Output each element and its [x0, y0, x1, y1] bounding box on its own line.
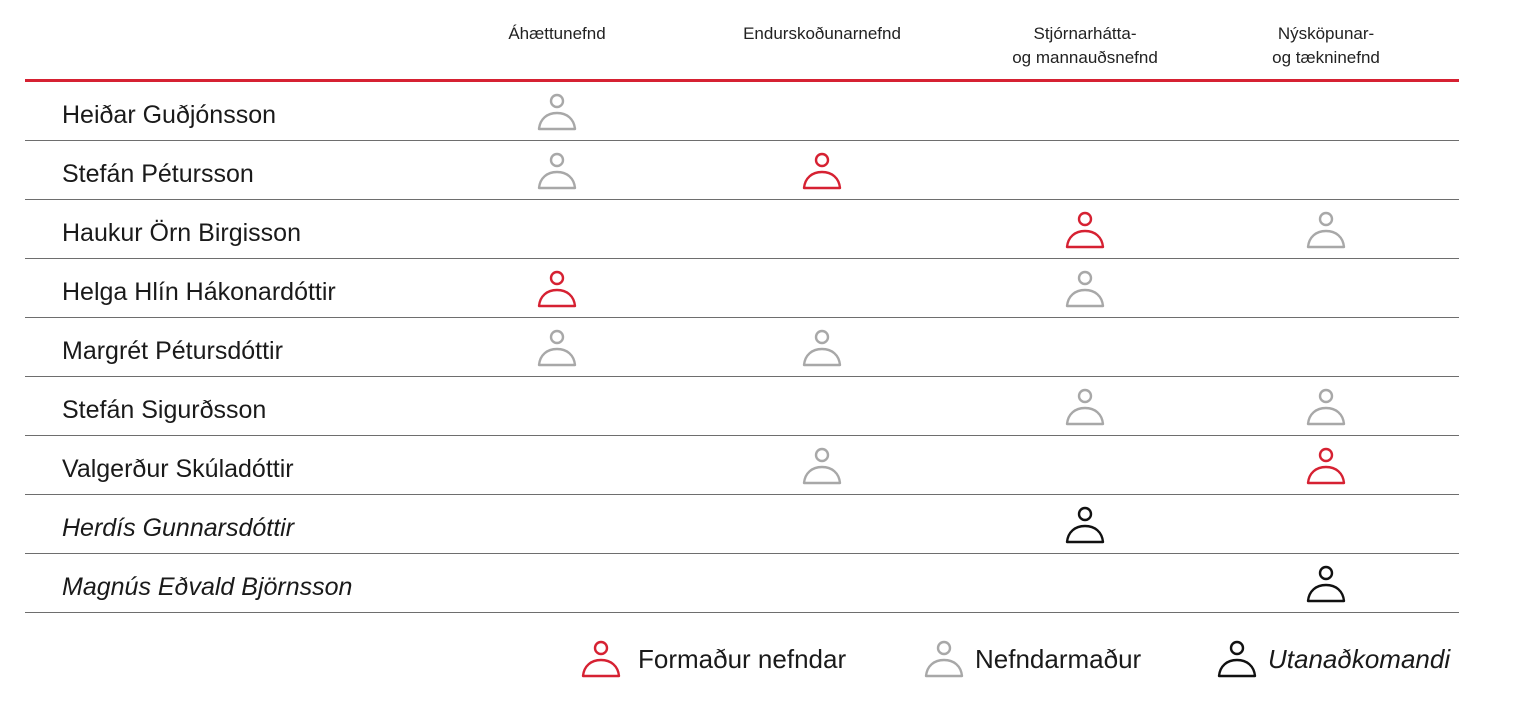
member-person-icon	[1303, 384, 1349, 430]
member-name: Stefán Pétursson	[62, 160, 254, 188]
member-person-icon	[799, 443, 845, 489]
chair-person-icon	[578, 636, 624, 682]
member-person-icon	[534, 89, 580, 135]
chair-person-icon	[534, 266, 580, 312]
member-person-icon	[1062, 266, 1108, 312]
member-row: Valgerður Skúladóttir	[25, 436, 1459, 495]
external-person-icon	[1214, 636, 1260, 682]
chair-person-icon	[1303, 443, 1349, 489]
external-person-icon	[1303, 561, 1349, 607]
committee-header: Áhættunefnd	[508, 22, 605, 46]
member-person-icon	[799, 325, 845, 371]
committee-header-line1: Nýsköpunar-	[1277, 24, 1375, 43]
legend-external: Utanaðkomandi	[1214, 636, 1450, 682]
committee-header-line2: og tækninefnd	[1272, 48, 1380, 67]
member-person-icon	[1303, 207, 1349, 253]
chair-person-icon	[1062, 207, 1108, 253]
committee-header-line1: Áhættunefnd	[508, 24, 606, 43]
member-name: Margrét Pétursdóttir	[62, 337, 283, 365]
member-person-icon	[534, 148, 580, 194]
member-person-icon	[534, 325, 580, 371]
member-row: Magnús Eðvald Björnsson	[25, 554, 1459, 613]
legend-chair-label: Formaður nefndar	[638, 643, 847, 674]
member-name: Valgerður Skúladóttir	[62, 455, 294, 483]
committee-header-line1: Endurskoðunarnefnd	[743, 24, 901, 43]
committee-header: Stjórnarhátta-og mannauðsnefnd	[1012, 22, 1158, 70]
chair-person-icon	[799, 148, 845, 194]
legend-external-label: Utanaðkomandi	[1268, 643, 1451, 674]
committee-header: Endurskoðunarnefnd	[743, 22, 901, 46]
committee-header-line2: og mannauðsnefnd	[1012, 48, 1158, 67]
member-person-icon	[1062, 384, 1108, 430]
member-row: Heiðar Guðjónsson	[25, 82, 1459, 141]
committee-header-line1: Stjórnarhátta-	[1033, 24, 1137, 43]
member-person-icon	[921, 636, 967, 682]
member-name: Herdís Gunnarsdóttir	[62, 514, 295, 542]
legend-chair: Formaður nefndar	[578, 636, 846, 682]
committee-header: Nýsköpunar-og tækninefnd	[1272, 22, 1380, 70]
member-name: Helga Hlín Hákonardóttir	[62, 278, 336, 306]
member-name: Stefán Sigurðsson	[62, 396, 267, 424]
member-name: Heiðar Guðjónsson	[62, 101, 277, 129]
member-row: Stefán Pétursson	[25, 141, 1459, 200]
member-name: Magnús Eðvald Björnsson	[62, 573, 353, 601]
external-person-icon	[1062, 502, 1108, 548]
member-row: Stefán Sigurðsson	[25, 377, 1459, 436]
member-row: Helga Hlín Hákonardóttir	[25, 259, 1459, 318]
legend-member: Nefndarmaður	[921, 636, 1141, 682]
legend-member-label: Nefndarmaður	[975, 643, 1142, 674]
member-row: Haukur Örn Birgisson	[25, 200, 1459, 259]
member-row: Herdís Gunnarsdóttir	[25, 495, 1459, 554]
header-divider	[25, 79, 1459, 82]
member-row: Margrét Pétursdóttir	[25, 318, 1459, 377]
member-name: Haukur Örn Birgisson	[62, 219, 301, 247]
